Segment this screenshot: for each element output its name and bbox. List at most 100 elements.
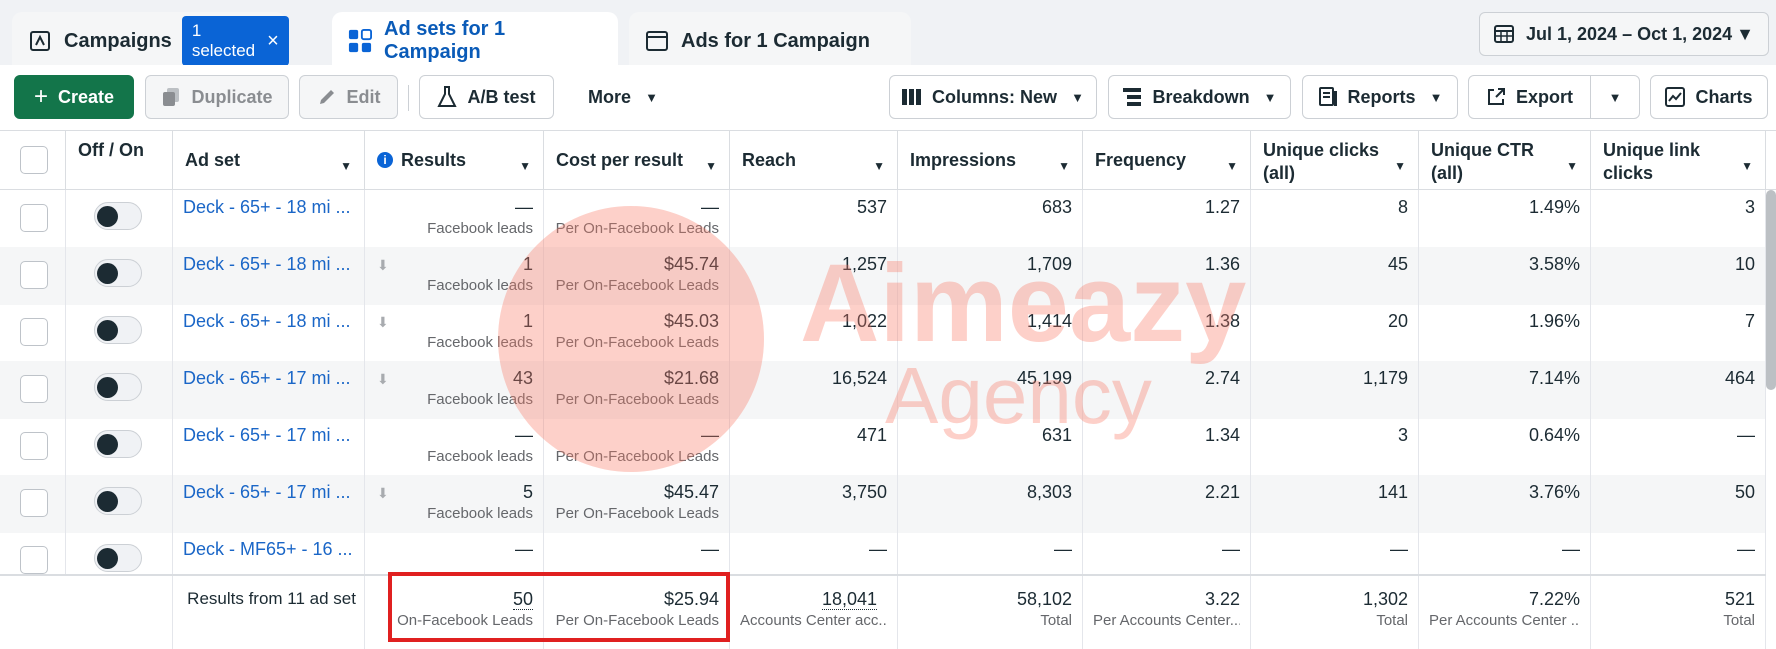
on-off-toggle[interactable]	[94, 316, 142, 344]
tab-campaigns[interactable]: Campaigns 1 selected ×	[12, 12, 289, 70]
on-off-toggle[interactable]	[94, 202, 142, 230]
row-adset-cell: Deck - 65+ - 17 mi ...	[173, 475, 365, 533]
sort-icon[interactable]: ▼	[1226, 159, 1238, 173]
sort-icon[interactable]: ▼	[1566, 159, 1578, 173]
totals-unique-ctr-sub: Per Accounts Center ...	[1429, 612, 1580, 629]
unique-link-clicks-value: 7	[1744, 311, 1755, 331]
sort-icon[interactable]: ▼	[1058, 159, 1070, 173]
reports-button[interactable]: Reports ▼	[1302, 75, 1458, 119]
row-frequency-cell: 1.34	[1083, 418, 1251, 476]
tab-adsets-label: Ad sets for 1 Campaign	[384, 18, 506, 63]
columns-button[interactable]: Columns: New ▼	[889, 75, 1097, 119]
sort-icon[interactable]: ▼	[705, 159, 717, 173]
row-checkbox[interactable]	[20, 432, 48, 460]
header-off-on[interactable]: Off / On	[66, 131, 173, 191]
on-off-toggle[interactable]	[94, 544, 142, 572]
adset-name-link[interactable]: Deck - 65+ - 17 mi ...	[183, 368, 351, 388]
row-checkbox[interactable]	[20, 318, 48, 346]
on-off-toggle[interactable]	[94, 430, 142, 458]
row-unique-link-clicks-cell: —	[1591, 418, 1766, 476]
row-checkbox[interactable]	[20, 375, 48, 403]
row-checkbox[interactable]	[20, 489, 48, 517]
breakdown-button[interactable]: Breakdown ▼	[1108, 75, 1291, 119]
header-reach[interactable]: Reach ▼	[730, 131, 898, 191]
results-sub: Facebook leads	[427, 334, 533, 351]
edit-button[interactable]: Edit	[299, 75, 398, 119]
header-unique-link-clicks[interactable]: Unique link clicks ▼	[1591, 131, 1766, 191]
row-checkbox[interactable]	[20, 261, 48, 289]
adset-name-link[interactable]: Deck - 65+ - 18 mi ...	[183, 311, 351, 331]
table-row[interactable]: Deck - 65+ - 17 mi ... — Facebook leads — Pe…	[0, 418, 1766, 476]
table-row[interactable]: Deck - 65+ - 18 mi ... — Facebook leads — Pe…	[0, 190, 1766, 248]
ab-test-button[interactable]: A/B test	[419, 75, 554, 119]
adset-name-link[interactable]: Deck - 65+ - 17 mi ...	[183, 425, 351, 445]
header-cost-per-result[interactable]: Cost per result ▼	[544, 131, 730, 191]
adset-name-link[interactable]: Deck - 65+ - 18 mi ...	[183, 254, 351, 274]
download-icon[interactable]: ⬇	[377, 314, 389, 330]
chevron-down-icon: ▼	[1608, 89, 1622, 105]
row-reach-cell: 3,750	[730, 475, 898, 533]
download-icon[interactable]: ⬇	[377, 485, 389, 501]
row-unique-ctr-cell: —	[1419, 532, 1591, 574]
sort-icon[interactable]: ▼	[1394, 159, 1406, 173]
tab-adsets[interactable]: Ad sets for 1 Campaign	[332, 12, 618, 70]
export-dropdown-button[interactable]: ▼	[1590, 75, 1640, 119]
tab-campaigns-label: Campaigns	[64, 29, 172, 52]
tab-ads-label: Ads for 1 Campaign	[681, 29, 870, 52]
header-ad-set[interactable]: Ad set ▼	[173, 131, 365, 191]
info-icon[interactable]: i	[377, 152, 393, 168]
on-off-toggle[interactable]	[94, 373, 142, 401]
sort-icon[interactable]: ▼	[519, 159, 531, 173]
totals-reach: 18,041 Accounts Center acc...	[730, 576, 898, 649]
results-sub: Facebook leads	[427, 505, 533, 522]
header-unique-clicks[interactable]: Unique clicks (all) ▼	[1251, 131, 1419, 191]
row-frequency-cell: —	[1083, 532, 1251, 574]
row-reach-cell: 1,022	[730, 304, 898, 362]
header-results[interactable]: i Results ▼	[365, 131, 544, 191]
row-results-cell: ⬇ 43 Facebook leads	[365, 361, 544, 419]
table-row[interactable]: Deck - 65+ - 18 mi ... ⬇ 1 Facebook leads $4…	[0, 247, 1766, 305]
sort-icon[interactable]: ▼	[1741, 159, 1753, 173]
charts-button[interactable]: Charts	[1650, 75, 1768, 119]
adset-name-link[interactable]: Deck - 65+ - 17 mi ...	[183, 482, 351, 502]
adset-name-link[interactable]: Deck - 65+ - 18 mi ...	[183, 197, 351, 217]
row-select-cell	[0, 475, 66, 533]
date-range-picker[interactable]: Jul 1, 2024 – Oct 1, 2024 ▼	[1479, 12, 1769, 56]
table-row[interactable]: Deck - MF65+ - 16 ... — — — — — — — —	[0, 532, 1766, 574]
header-unique-ctr[interactable]: Unique CTR (all) ▼	[1419, 131, 1591, 191]
close-icon[interactable]: ×	[267, 30, 279, 52]
results-sub: Facebook leads	[427, 391, 533, 408]
sort-icon[interactable]: ▼	[340, 159, 352, 173]
sort-icon[interactable]: ▼	[873, 159, 885, 173]
row-toggle-cell	[66, 418, 173, 476]
row-checkbox[interactable]	[20, 546, 48, 574]
impressions-value: —	[1054, 539, 1072, 559]
ab-test-label: A/B test	[467, 86, 536, 107]
export-icon	[1486, 87, 1506, 107]
chevron-down-icon: ▼	[1429, 89, 1443, 105]
table-row[interactable]: Deck - 65+ - 18 mi ... ⬇ 1 Facebook leads $4…	[0, 304, 1766, 362]
row-checkbox[interactable]	[20, 204, 48, 232]
on-off-toggle[interactable]	[94, 487, 142, 515]
totals-results-value: 50	[512, 589, 533, 610]
table-row[interactable]: Deck - 65+ - 17 mi ... ⬇ 5 Facebook leads $4…	[0, 475, 1766, 533]
download-icon[interactable]: ⬇	[377, 257, 389, 273]
adset-name-link[interactable]: Deck - MF65+ - 16 ...	[183, 539, 353, 559]
select-all-checkbox[interactable]	[20, 146, 48, 174]
download-icon[interactable]: ⬇	[377, 371, 389, 387]
vertical-scrollbar[interactable]	[1766, 190, 1776, 390]
row-impressions-cell: 45,199	[898, 361, 1083, 419]
table-row[interactable]: Deck - 65+ - 17 mi ... ⬇ 43 Facebook leads $…	[0, 361, 1766, 419]
row-unique-link-clicks-cell: 3	[1591, 190, 1766, 248]
create-button[interactable]: + Create	[14, 75, 134, 119]
more-button[interactable]: More ▼	[568, 75, 678, 119]
export-button[interactable]: Export	[1468, 75, 1591, 119]
tab-ads[interactable]: Ads for 1 Campaign	[629, 12, 911, 70]
selected-badge[interactable]: 1 selected ×	[181, 16, 289, 66]
totals-unique-clicks-sub: Total	[1376, 612, 1408, 629]
row-impressions-cell: 683	[898, 190, 1083, 248]
duplicate-button[interactable]: Duplicate	[145, 75, 289, 119]
header-impressions[interactable]: Impressions ▼	[898, 131, 1083, 191]
header-frequency[interactable]: Frequency ▼	[1083, 131, 1251, 191]
on-off-toggle[interactable]	[94, 259, 142, 287]
